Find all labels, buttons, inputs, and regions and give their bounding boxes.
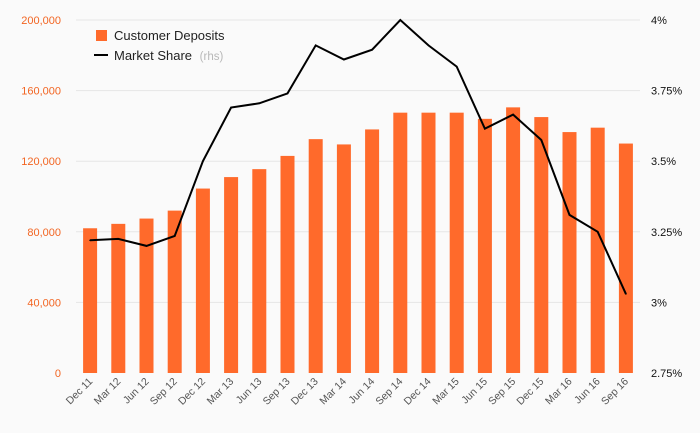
right-tick-label: 2.75% bbox=[651, 368, 682, 380]
x-tick-label: Dec 12 bbox=[176, 376, 208, 408]
bar-customer-deposits bbox=[449, 112, 464, 373]
bar-customer-deposits bbox=[224, 177, 239, 373]
bar-customer-deposits bbox=[139, 218, 154, 373]
market-share-point bbox=[568, 214, 571, 216]
bar-customer-deposits bbox=[506, 107, 521, 374]
market-share-point bbox=[314, 44, 317, 47]
bar-customer-deposits bbox=[365, 129, 380, 373]
bar-customer-deposits bbox=[252, 169, 267, 373]
line-series-market-share bbox=[89, 18, 627, 295]
market-share-point bbox=[399, 19, 402, 21]
x-tick-label: Dec 11 bbox=[64, 376, 96, 408]
x-tick-label: Jun 13 bbox=[234, 376, 265, 407]
x-tick-label: Dec 14 bbox=[402, 376, 434, 408]
bar-customer-deposits bbox=[562, 132, 577, 373]
bar-customer-deposits bbox=[167, 210, 182, 373]
x-tick-label: Sep 14 bbox=[373, 376, 405, 408]
left-axis-ticks: 0 40,000 80,000 120,000 160,000 200,000 bbox=[21, 15, 61, 380]
x-tick-label: Mar 16 bbox=[543, 376, 575, 408]
bar-customer-deposits bbox=[534, 117, 549, 373]
market-share-point bbox=[230, 106, 232, 109]
bar-customer-deposits bbox=[308, 139, 323, 373]
right-tick-label: 3% bbox=[651, 297, 667, 309]
bar-customer-deposits bbox=[421, 112, 436, 373]
market-share-point bbox=[371, 48, 373, 51]
x-tick-label: Sep 16 bbox=[599, 376, 631, 408]
market-share-point bbox=[625, 293, 627, 295]
x-tick-label: Mar 14 bbox=[317, 376, 349, 408]
market-share-point bbox=[258, 102, 261, 105]
bar-series-customer-deposits bbox=[83, 107, 633, 374]
bar-customer-deposits bbox=[618, 143, 633, 373]
right-axis-ticks: 2.75% 3% 3.25% 3.5% 3.75% 4% bbox=[651, 15, 682, 380]
market-share-point bbox=[343, 58, 345, 61]
bar-customer-deposits bbox=[477, 118, 492, 373]
market-share-point bbox=[286, 92, 289, 95]
market-share-point bbox=[455, 65, 458, 68]
left-tick-label: 200,000 bbox=[21, 15, 61, 27]
legend-label-customer-deposits: Customer Deposits bbox=[114, 28, 225, 43]
left-tick-label: 120,000 bbox=[21, 156, 61, 168]
x-tick-label: Mar 13 bbox=[205, 376, 237, 408]
market-share-point bbox=[145, 245, 148, 247]
legend-label-market-share: Market Share (rhs) bbox=[114, 48, 223, 63]
x-tick-label: Jun 12 bbox=[121, 376, 152, 407]
bar-customer-deposits bbox=[111, 223, 126, 373]
market-share-point bbox=[117, 238, 120, 240]
left-tick-label: 80,000 bbox=[27, 227, 61, 239]
legend-label-rhs-suffix: (rhs) bbox=[200, 51, 224, 63]
x-tick-label: Jun 16 bbox=[572, 376, 603, 407]
bar-customer-deposits bbox=[83, 228, 98, 373]
legend-swatch-customer-deposits bbox=[96, 30, 107, 41]
x-tick-label: Mar 15 bbox=[430, 376, 462, 408]
market-share-point bbox=[512, 113, 514, 116]
market-share-point bbox=[427, 44, 430, 47]
x-tick-label: Sep 12 bbox=[148, 376, 180, 408]
bar-customer-deposits bbox=[393, 112, 408, 373]
x-tick-label: Sep 15 bbox=[486, 376, 518, 408]
bar-customer-deposits bbox=[590, 127, 605, 373]
x-tick-label: Jun 14 bbox=[346, 376, 377, 407]
legend: Customer Deposits Market Share (rhs) bbox=[94, 28, 225, 63]
bar-customer-deposits bbox=[195, 188, 210, 373]
market-share-point bbox=[484, 127, 486, 130]
right-tick-label: 3.5% bbox=[651, 156, 676, 168]
market-share-point bbox=[173, 235, 176, 237]
x-tick-label: Sep 13 bbox=[261, 376, 293, 408]
x-tick-label: Dec 15 bbox=[514, 376, 546, 408]
market-share-point bbox=[89, 239, 91, 242]
right-tick-label: 3.75% bbox=[651, 86, 682, 98]
bar-customer-deposits bbox=[336, 144, 351, 373]
bar-customer-deposits bbox=[280, 155, 295, 373]
right-tick-label: 3.25% bbox=[651, 227, 682, 239]
left-tick-label: 0 bbox=[55, 368, 61, 380]
left-tick-label: 40,000 bbox=[27, 297, 61, 309]
left-tick-label: 160,000 bbox=[21, 86, 61, 98]
market-share-point bbox=[596, 231, 599, 233]
right-tick-label: 4% bbox=[651, 15, 667, 27]
market-share-line bbox=[90, 18, 627, 295]
market-share-point bbox=[540, 139, 543, 141]
x-tick-label: Mar 12 bbox=[92, 376, 124, 408]
market-share-point bbox=[202, 160, 204, 162]
x-tick-label: Jun 15 bbox=[459, 376, 490, 407]
x-tick-label: Dec 13 bbox=[289, 376, 321, 408]
